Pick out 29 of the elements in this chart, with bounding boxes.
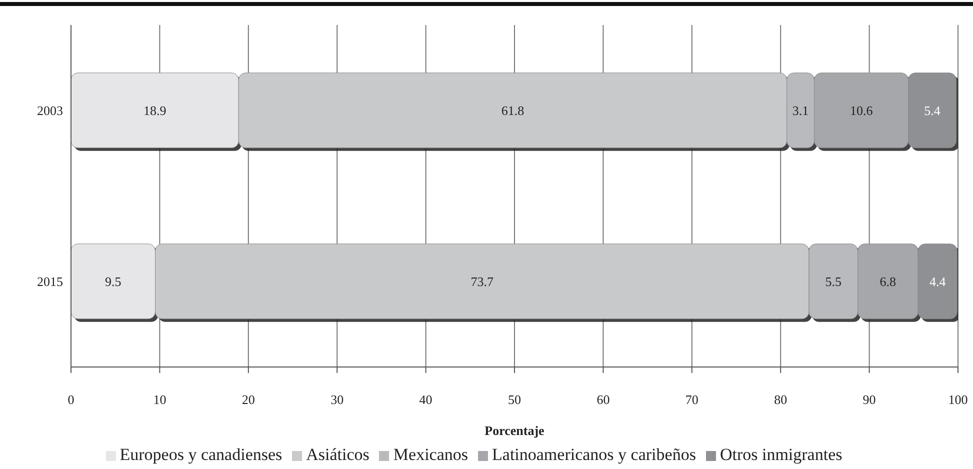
data-label: 9.5 — [105, 274, 122, 289]
data-label: 73.7 — [470, 274, 494, 289]
y-tick-label: 2003 — [37, 103, 63, 118]
x-tick-label: 20 — [242, 392, 255, 408]
legend-label: Europeos y canadienses — [120, 445, 282, 464]
legend-label: Mexicanos — [393, 445, 468, 464]
x-tick-label: 90 — [862, 392, 876, 408]
x-tick-label: 40 — [419, 392, 432, 408]
x-tick-label: 70 — [685, 392, 698, 408]
data-label: 6.8 — [880, 274, 896, 289]
x-axis-title: Porcentaje — [484, 423, 545, 438]
x-tick-label: 100 — [948, 392, 968, 408]
x-tick-label: 10 — [153, 392, 166, 408]
legend-label: Latinoamericanos y caribeños — [492, 445, 696, 464]
x-tick-label: 80 — [774, 392, 788, 408]
x-tick-label: 60 — [596, 392, 610, 408]
data-label: 18.9 — [143, 102, 166, 118]
x-tick-label: 30 — [330, 392, 344, 408]
data-label: 3.1 — [792, 102, 809, 118]
data-label: 61.8 — [501, 102, 524, 118]
legend-label: Asiáticos — [306, 445, 370, 464]
data-label: 5.5 — [825, 274, 842, 289]
y-tick-label: 2015 — [37, 274, 63, 290]
x-tick-label: 0 — [68, 392, 74, 408]
data-label: 5.4 — [924, 102, 941, 118]
x-tick-label: 50 — [508, 392, 521, 408]
legend-label: Otros inmigrantes — [720, 445, 842, 464]
data-label: 10.6 — [850, 102, 874, 118]
data-label: 4.4 — [929, 274, 946, 289]
